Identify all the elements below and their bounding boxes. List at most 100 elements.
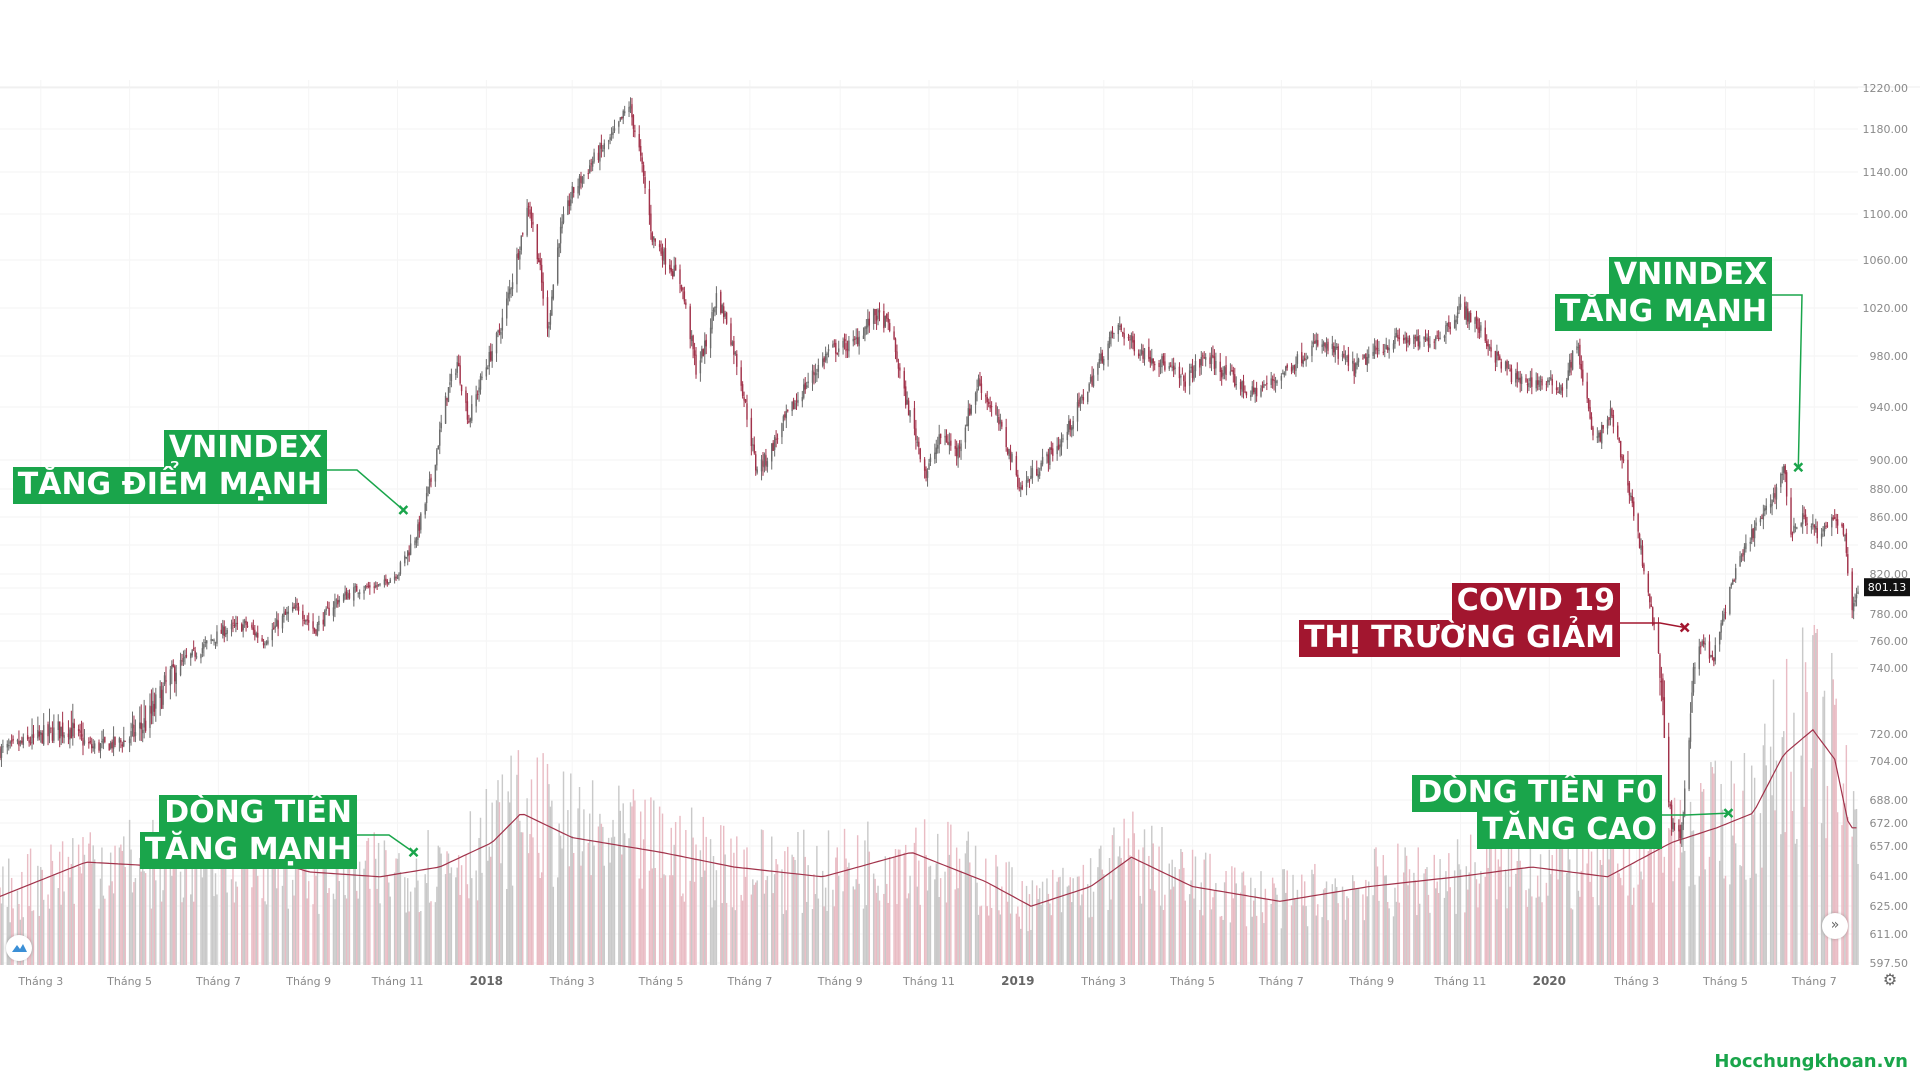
volume-bar [1822, 696, 1824, 965]
volume-bar [1711, 767, 1714, 965]
candle-body [1161, 356, 1163, 368]
volume-bar [1113, 827, 1115, 965]
volume-bar [896, 904, 898, 965]
volume-bar [1229, 922, 1232, 965]
candle-body [60, 726, 62, 737]
candle-body [210, 638, 212, 641]
volume-bar [338, 881, 340, 965]
volume-bar [741, 900, 744, 965]
candle-body [91, 744, 93, 749]
volume-bar [654, 868, 656, 965]
candle-body [1194, 361, 1197, 372]
volume-bar [1732, 835, 1734, 965]
candle-body [1857, 591, 1859, 595]
candle-body [149, 705, 151, 728]
volume-bar [899, 849, 901, 965]
volume-bar [275, 888, 278, 965]
candle-body [1627, 459, 1629, 486]
candle-body [306, 619, 308, 621]
candle-body [1274, 381, 1277, 383]
candle-body [1324, 342, 1326, 348]
volume-bar [938, 897, 940, 965]
candle-body [255, 633, 257, 637]
candle-body [286, 611, 288, 615]
volume-bar [1423, 873, 1425, 965]
candle-body [1031, 468, 1034, 478]
candle-body [1301, 352, 1303, 364]
volume-bar [1386, 901, 1389, 965]
volume-bar [439, 847, 441, 965]
annotation-marker [1679, 622, 1690, 633]
volume-bar [60, 904, 62, 965]
candle-body [1250, 395, 1252, 398]
volume-bar [204, 825, 207, 965]
candle-body [1282, 373, 1284, 375]
gear-icon[interactable]: ⚙ [1882, 970, 1898, 989]
candle-body [1220, 369, 1223, 378]
volume-bar [48, 908, 51, 965]
x-tick-label: Tháng 9 [285, 975, 331, 988]
candle-body [471, 404, 473, 421]
annotation-line: TĂNG CAO [1477, 812, 1662, 849]
candle-body [1734, 568, 1737, 580]
volume-bar [887, 902, 889, 965]
volume-bar [1041, 881, 1044, 965]
candle-body [245, 621, 247, 626]
candle-body [714, 306, 716, 313]
candle-body [342, 594, 345, 602]
volume-bar [1516, 861, 1518, 965]
candle-body [460, 384, 463, 392]
candle-body [1806, 523, 1808, 526]
volume-bar [1305, 906, 1307, 965]
volume-bar [404, 877, 406, 965]
volume-bar [1362, 894, 1364, 965]
volume-bar [1223, 882, 1226, 965]
volume-bar [998, 910, 1000, 965]
scroll-right-icon[interactable]: » [1822, 913, 1848, 939]
candle-body [954, 446, 956, 449]
candle-body [826, 353, 828, 355]
volume-bar [1242, 871, 1245, 965]
candle-body [293, 606, 295, 609]
volume-bar [1312, 874, 1315, 965]
volume-bar [753, 884, 755, 965]
volume-bar [1755, 873, 1757, 965]
candle-body [725, 312, 728, 324]
candle-body [1337, 346, 1339, 359]
volume-bar [705, 836, 707, 965]
volume-bar [661, 813, 664, 965]
chart-logo-icon[interactable] [6, 935, 32, 961]
volume-bar [506, 888, 508, 965]
volume-bar [1477, 907, 1479, 965]
volume-bar [1601, 864, 1603, 965]
candle-body [1810, 526, 1813, 528]
volume-bar [1708, 856, 1711, 965]
candle-body [1729, 586, 1731, 614]
candle-body [1468, 312, 1470, 324]
candle-body [1098, 358, 1101, 364]
candle-body [1057, 444, 1060, 450]
volume-bar [399, 871, 402, 965]
candle-body [1653, 623, 1655, 625]
candle-body [785, 410, 788, 419]
candle-body [1740, 555, 1743, 557]
volume-bar [836, 847, 838, 965]
volume-bar [1066, 886, 1069, 965]
candle-body [41, 733, 43, 744]
candle-body [923, 459, 926, 471]
volume-bar [1659, 830, 1661, 965]
volume-bar [867, 821, 869, 965]
chart-logo-shape [12, 944, 27, 952]
candle-body [618, 121, 620, 127]
candle-body [1765, 505, 1767, 510]
volume-bar [913, 842, 916, 965]
volume-bar [1303, 881, 1306, 965]
volume-bar [141, 837, 144, 965]
candle-body [1443, 335, 1446, 338]
candle-body [439, 429, 441, 446]
candle-body [587, 173, 589, 175]
candle-body [1733, 580, 1735, 582]
volume-bar [1200, 882, 1203, 965]
candle-body [1548, 380, 1551, 382]
